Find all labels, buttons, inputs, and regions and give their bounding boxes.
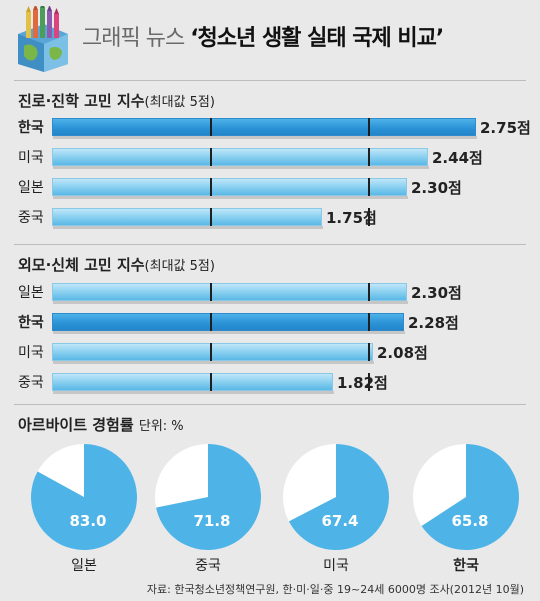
parttime-chart-unit: 단위: % — [138, 419, 184, 434]
career-value-label: 2.44점 — [432, 149, 483, 167]
career-bar-divider — [368, 208, 370, 226]
appearance-category-label: 한국 — [18, 315, 44, 331]
career-bar — [52, 118, 476, 136]
career-chart-note: (최대값 5점) — [144, 95, 215, 110]
appearance-bar — [52, 283, 407, 301]
pie-category-label: 일본 — [71, 558, 97, 574]
career-bar-row: 2.30점 — [52, 178, 477, 199]
career-bar — [52, 208, 322, 226]
appearance-bar-row: 2.08점 — [52, 343, 443, 364]
career-bar-row: 2.75점 — [52, 118, 540, 139]
source-note: 자료: 한국청소년정책연구원, 한·미·일·중 19~24세 6000명 조사(… — [146, 583, 524, 596]
appearance-category-label: 일본 — [18, 285, 44, 301]
divider-mid — [14, 244, 526, 245]
appearance-value-label: 2.08점 — [377, 344, 428, 362]
career-bar-divider — [210, 208, 212, 226]
pie-value-label: 67.4 — [321, 512, 358, 530]
pie-value-label: 83.0 — [69, 512, 106, 530]
parttime-chart-title: 아르바이트 경험률 단위: % — [18, 414, 184, 435]
career-bar — [52, 148, 428, 166]
career-bar-divider — [210, 118, 212, 136]
career-bar-shadow — [53, 226, 323, 229]
appearance-bar-divider — [210, 313, 212, 331]
appearance-chart-title-text: 외모·신체 고민 지수 — [18, 256, 145, 274]
pie-slice — [156, 444, 261, 550]
appearance-category-label: 중국 — [18, 375, 44, 391]
appearance-bar — [52, 373, 333, 391]
appearance-chart-note: (최대값 5점) — [144, 259, 215, 274]
career-category-label: 일본 — [18, 180, 44, 196]
career-bar-divider — [210, 148, 212, 166]
pie-category-label: 미국 — [323, 558, 349, 574]
career-value-label: 2.75점 — [480, 119, 531, 137]
career-category-label: 미국 — [18, 150, 44, 166]
title-main: ‘청소년 생활 실태 국제 비교’ — [190, 26, 444, 51]
appearance-category-label: 미국 — [18, 345, 44, 361]
career-bar-divider — [210, 178, 212, 196]
pie-category-label: 중국 — [195, 558, 221, 574]
pie-slice — [288, 444, 389, 550]
appearance-bar-row: 1.82점 — [52, 373, 403, 394]
page-title: 그래픽 뉴스 ‘청소년 생활 실태 국제 비교’ — [82, 20, 444, 52]
parttime-chart-title-text: 아르바이트 경험률 — [18, 416, 134, 434]
appearance-bar-shadow — [53, 301, 408, 304]
career-chart-title-text: 진로·진학 고민 지수 — [18, 92, 145, 110]
title-prefix: 그래픽 뉴스 — [82, 26, 185, 51]
career-category-label: 중국 — [18, 210, 44, 226]
appearance-bar-divider — [368, 313, 370, 331]
pie-value-label: 65.8 — [451, 512, 488, 530]
career-bar-row: 2.44점 — [52, 148, 498, 169]
crayon-globe-logo-icon — [18, 6, 68, 72]
career-bar-row: 1.75점 — [52, 208, 392, 229]
career-chart-title: 진로·진학 고민 지수(최대값 5점) — [18, 90, 215, 111]
appearance-bar-shadow — [53, 361, 374, 364]
header: 그래픽 뉴스 ‘청소년 생활 실태 국제 비교’ — [0, 0, 540, 80]
divider-bottom — [14, 404, 526, 405]
parttime-pie-chart: 83.0 71.8 67.4 65.8 — [30, 444, 519, 551]
career-value-label: 2.30점 — [411, 179, 462, 197]
divider-top — [14, 80, 526, 81]
appearance-bar-shadow — [53, 391, 334, 394]
career-bar-shadow — [53, 136, 477, 139]
appearance-bar-divider — [210, 283, 212, 301]
appearance-bar — [52, 313, 404, 331]
career-bar-divider — [368, 148, 370, 166]
appearance-value-label: 1.82점 — [337, 374, 388, 392]
career-value-label: 1.75점 — [326, 209, 377, 227]
appearance-bar — [52, 343, 373, 361]
appearance-value-label: 2.28점 — [408, 314, 459, 332]
pie-slice — [30, 444, 137, 551]
career-category-label: 한국 — [18, 120, 44, 136]
appearance-bar-row: 2.30점 — [52, 283, 477, 304]
appearance-bar-divider — [368, 343, 370, 361]
career-bar — [52, 178, 407, 196]
appearance-bar-divider — [368, 283, 370, 301]
appearance-chart-title: 외모·신체 고민 지수(최대값 5점) — [18, 254, 215, 275]
appearance-bar-divider — [210, 373, 212, 391]
appearance-bar-row: 2.28점 — [52, 313, 474, 334]
career-bar-divider — [368, 178, 370, 196]
pie-category-label: 한국 — [453, 558, 479, 574]
pie-value-label: 71.8 — [193, 512, 230, 530]
career-bar-shadow — [53, 166, 429, 169]
appearance-bar-divider — [368, 373, 370, 391]
appearance-bar-shadow — [53, 331, 405, 334]
appearance-bar-divider — [210, 343, 212, 361]
appearance-value-label: 2.30점 — [411, 284, 462, 302]
career-bar-divider — [368, 118, 370, 136]
career-bar-shadow — [53, 196, 408, 199]
pie-slice — [421, 444, 519, 550]
